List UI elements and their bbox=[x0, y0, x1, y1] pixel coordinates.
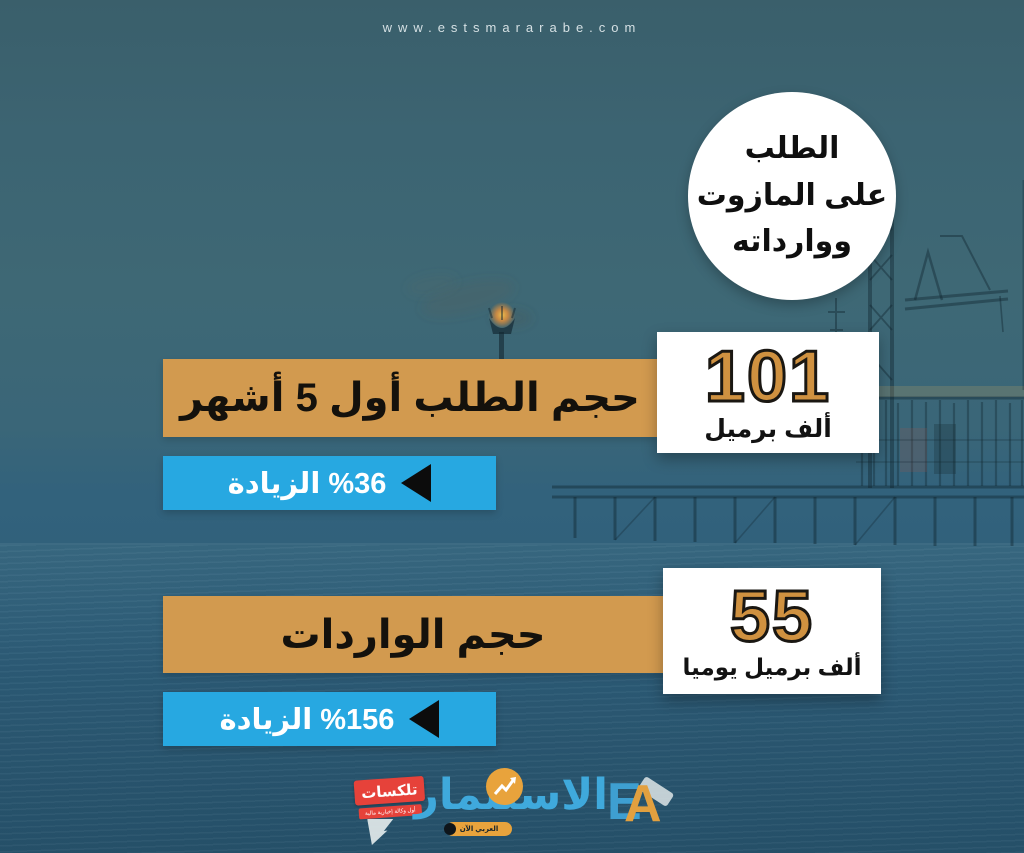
chart-arrow-icon bbox=[486, 768, 523, 805]
badge-line-1: الطلب bbox=[744, 132, 840, 166]
badge-line-3: ووارداته bbox=[731, 225, 852, 259]
fa-letter-orange: A bbox=[624, 775, 662, 833]
speech-bubble-tail-icon bbox=[367, 819, 393, 845]
flare-stack-icon bbox=[488, 302, 516, 378]
website-url: www.estsmararabe.com bbox=[382, 20, 642, 35]
demand-title-label: حجم الطلب أول 5 أشهر bbox=[180, 376, 640, 420]
demand-value-box: 101 ألف برميل bbox=[657, 332, 879, 453]
badge-line-2: على المازوت bbox=[696, 178, 888, 212]
investment-sub-label: العربي الآن bbox=[459, 826, 499, 833]
footer-logos: تلكسات أول وكالة إخبارية مالية الاستثمار… bbox=[0, 768, 1024, 853]
imports-value-box: 55 ألف برميل يوميا bbox=[663, 568, 881, 694]
title-badge-text: الطلب على المازوت ووارداته bbox=[697, 126, 887, 266]
imports-title-label: حجم الواردات bbox=[280, 612, 546, 657]
horizon-line bbox=[0, 543, 1024, 545]
demand-value: 101 bbox=[703, 337, 832, 417]
demand-title-bar: حجم الطلب أول 5 أشهر bbox=[163, 359, 657, 437]
left-triangle-icon bbox=[401, 464, 432, 502]
left-triangle-icon bbox=[409, 700, 440, 738]
title-badge: الطلب على المازوت ووارداته bbox=[688, 92, 896, 300]
demand-increase-bar: %36 الزيادة bbox=[163, 456, 496, 510]
investment-logo: الاستثمار العربي الآن bbox=[414, 768, 608, 850]
imports-increase-bar: %156 الزيادة bbox=[163, 692, 496, 746]
demand-unit: ألف برميل bbox=[704, 415, 832, 443]
fa-logo: E A bbox=[607, 773, 677, 840]
imports-increase-label: %156 الزيادة bbox=[219, 703, 395, 736]
fa-letter-blue: E bbox=[607, 773, 642, 831]
demand-increase-label: %36 الزيادة bbox=[227, 467, 387, 500]
imports-unit: ألف برميل يوميا bbox=[682, 654, 862, 680]
telexat-tagline: أول وكالة إخبارية مالية bbox=[358, 804, 423, 820]
imports-value: 55 bbox=[728, 577, 815, 657]
crescent-dot-icon bbox=[444, 823, 456, 835]
investment-sub-badge: العربي الآن bbox=[444, 822, 512, 836]
imports-title-bar: حجم الواردات bbox=[163, 596, 663, 673]
pier-silhouette bbox=[552, 485, 1024, 546]
